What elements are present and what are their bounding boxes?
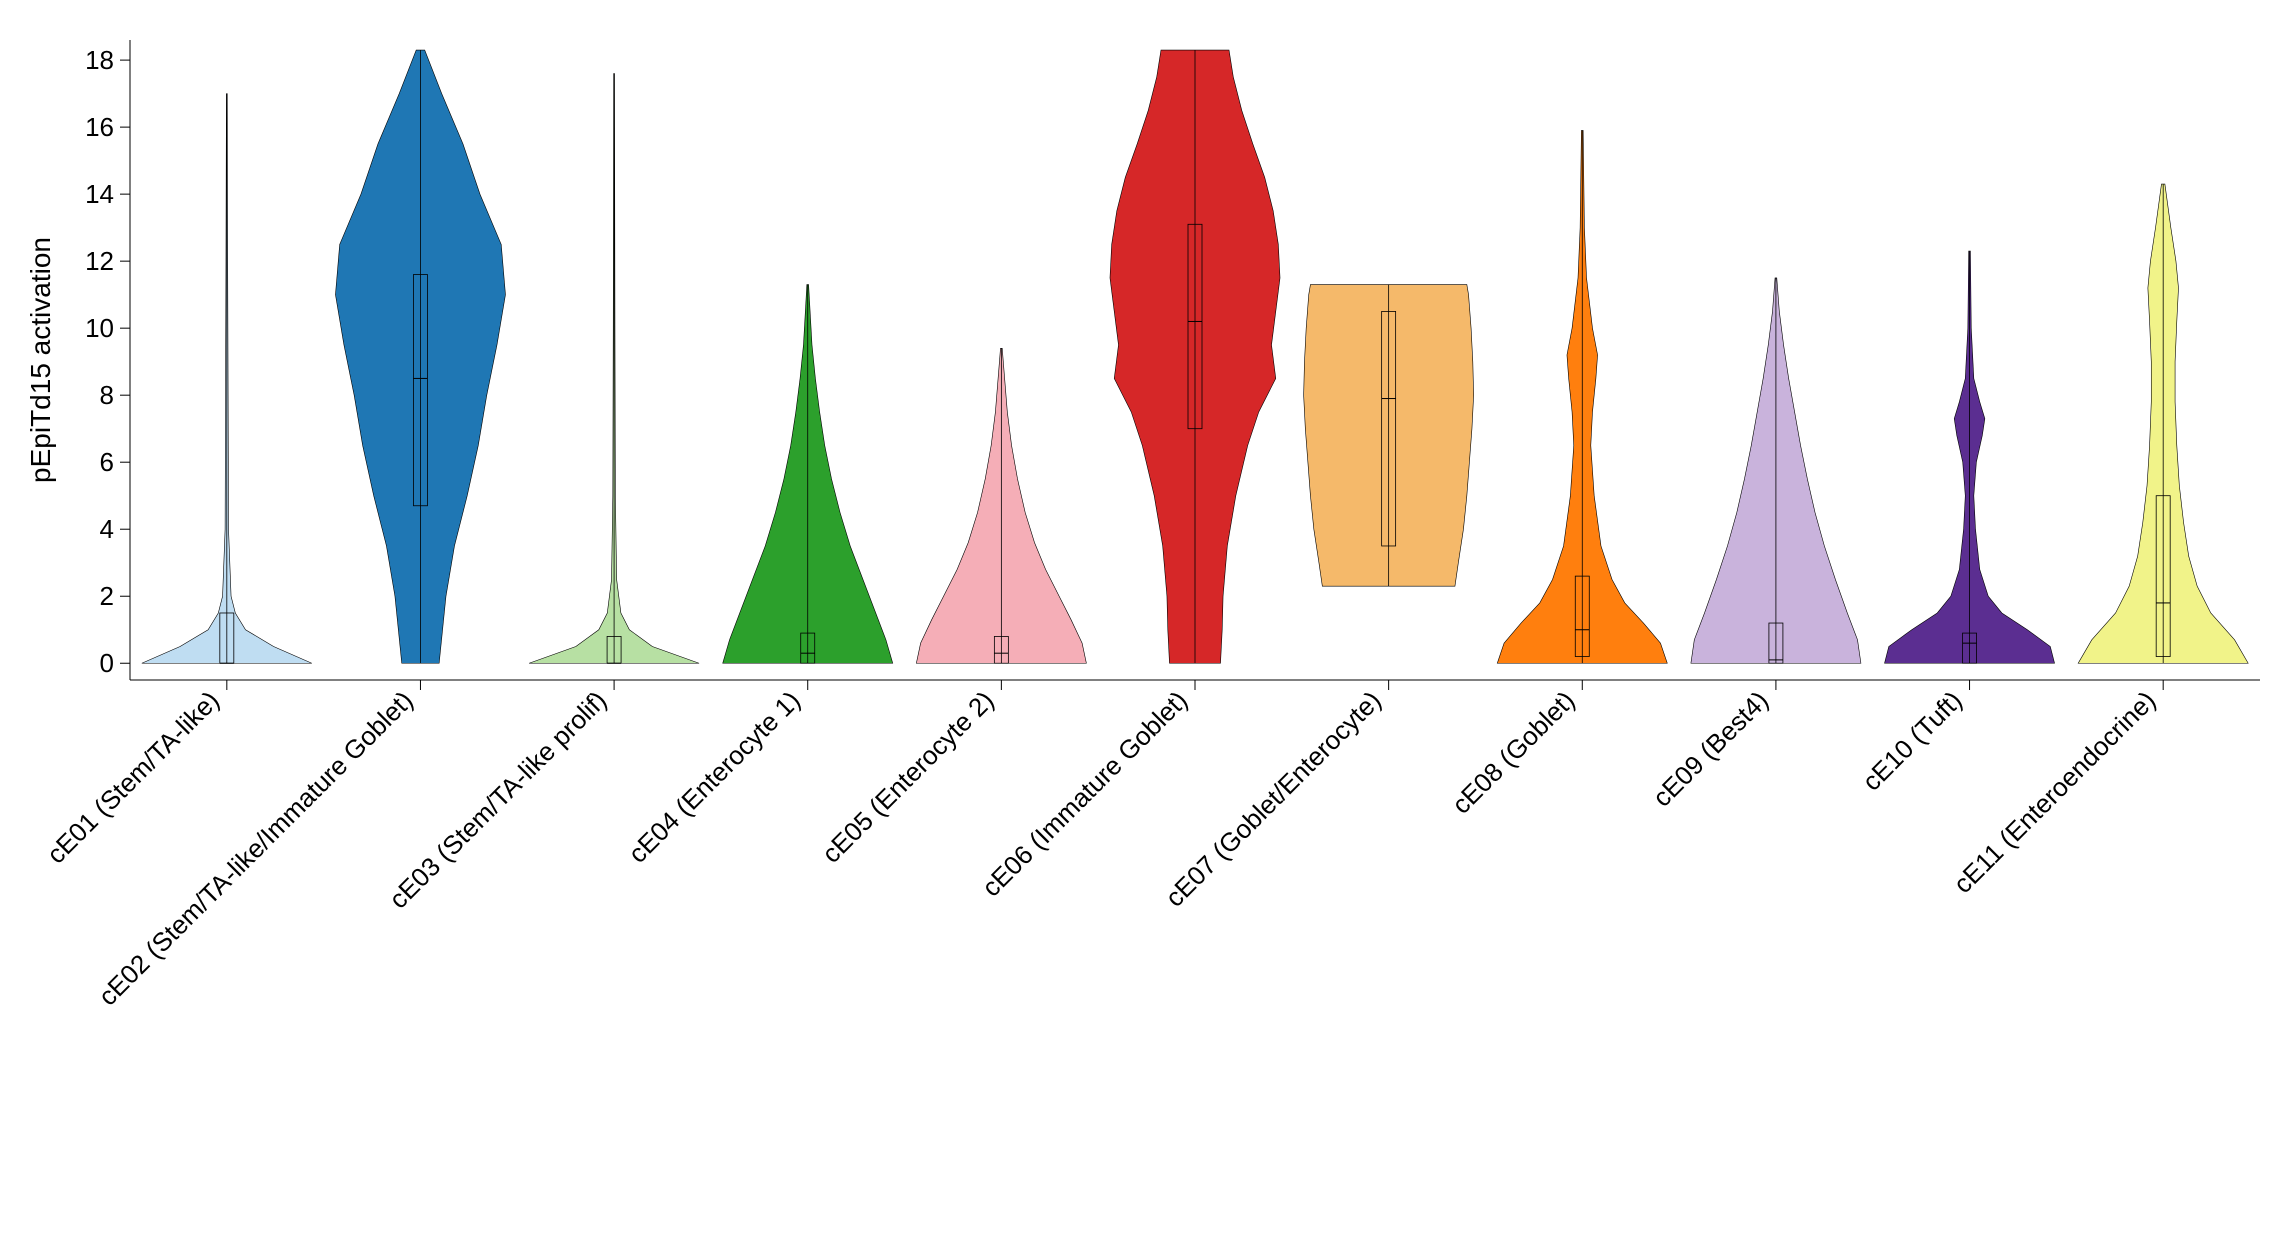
- y-tick-label: 12: [85, 246, 114, 276]
- y-tick-label: 4: [100, 514, 114, 544]
- y-tick-label: 2: [100, 581, 114, 611]
- y-tick-label: 8: [100, 380, 114, 410]
- violin-chart: 024681012141618pEpiTd15 activationcE01 (…: [0, 0, 2292, 1250]
- y-tick-label: 14: [85, 179, 114, 209]
- y-tick-label: 16: [85, 112, 114, 142]
- y-tick-label: 6: [100, 447, 114, 477]
- y-tick-label: 18: [85, 45, 114, 75]
- y-axis-label: pEpiTd15 activation: [25, 237, 56, 483]
- y-tick-label: 0: [100, 648, 114, 678]
- y-tick-label: 10: [85, 313, 114, 343]
